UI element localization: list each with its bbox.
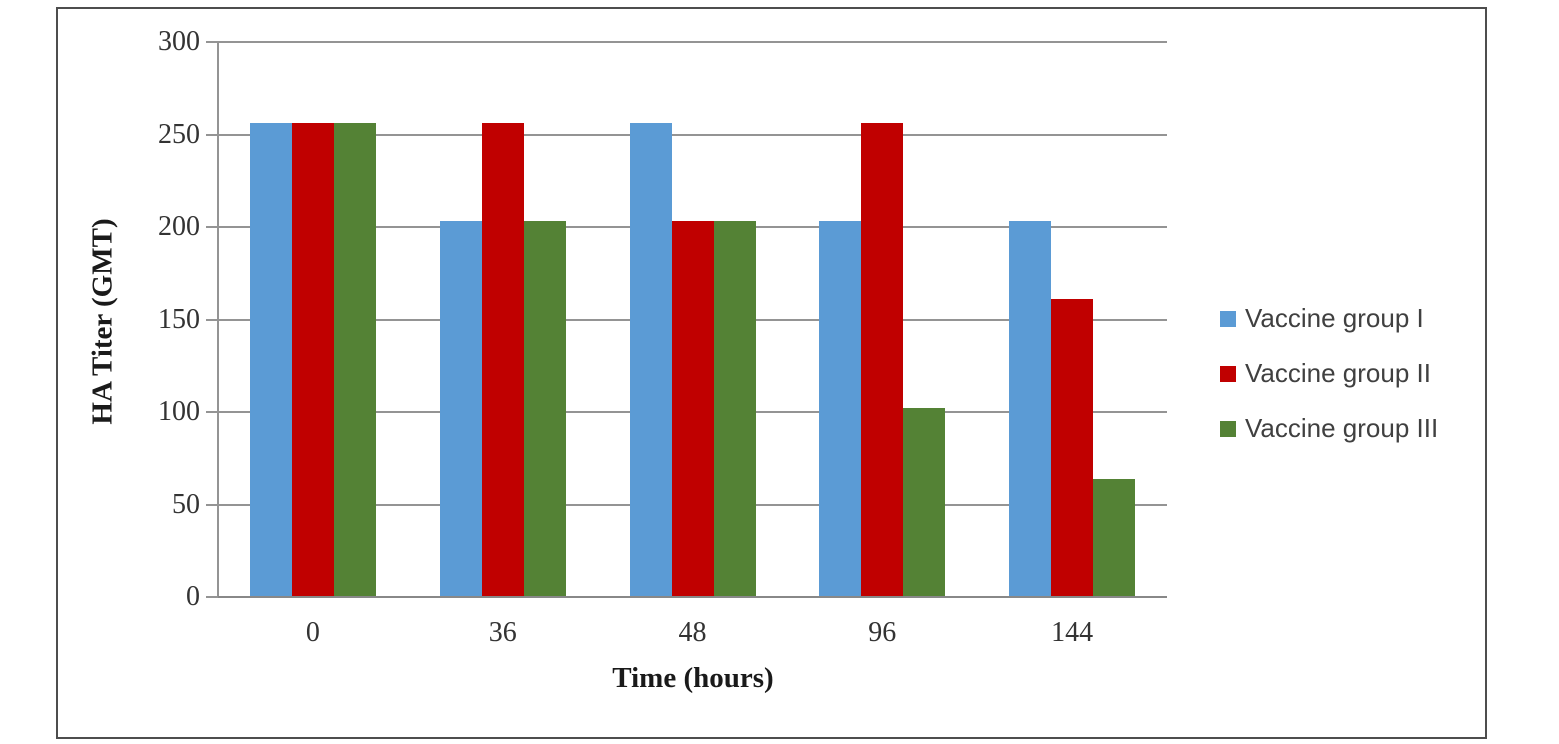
legend-item-3: Vaccine group III [1220,413,1438,443]
legend-item-1: Vaccine group I [1220,303,1438,333]
x-axis-title: Time (hours) [612,662,774,694]
legend-item-2: Vaccine group II [1220,358,1438,388]
legend-swatch-icon [1220,310,1236,327]
bar-vaccine-group-iii-t96 [903,408,946,597]
bar-vaccine-group-i-t36 [439,221,482,597]
legend-label: Vaccine group II [1245,358,1431,388]
legend-label: Vaccine group III [1245,413,1439,443]
y-tick-label-250: 250 [158,118,200,150]
y-tick-mark-0 [206,596,218,598]
bar-vaccine-group-ii-t0 [292,123,334,597]
gridline-250 [218,133,1167,136]
y-tick-label-50: 50 [172,488,200,520]
bar-vaccine-group-iii-t36 [523,221,566,597]
bar-vaccine-group-iii-t0 [334,123,376,597]
bar-vaccine-group-ii-t96 [861,123,904,597]
gridline-300 [218,41,1167,43]
bar-vaccine-group-iii-t48 [713,221,756,597]
bar-vaccine-group-i-t144 [1009,221,1052,597]
legend-swatch-icon [1220,365,1236,382]
x-axis-line [218,596,1167,598]
bar-vaccine-group-i-t96 [819,221,862,597]
y-tick-mark-150 [206,318,218,321]
bar-vaccine-group-i-t48 [629,123,672,597]
y-tick-mark-300 [206,41,218,43]
y-axis-line [217,42,219,598]
bar-vaccine-group-ii-t36 [481,123,524,597]
y-tick-mark-100 [206,411,218,413]
x-tick-label-36: 36 [488,617,517,648]
x-tick-label-48: 48 [678,617,707,648]
y-tick-mark-250 [206,133,218,136]
x-tick-label-144: 144 [1051,617,1094,648]
y-tick-mark-200 [206,226,218,228]
y-tick-label-150: 150 [158,303,200,335]
bar-vaccine-group-ii-t48 [671,221,714,597]
bar-vaccine-group-iii-t144 [1093,478,1136,597]
legend-label: Vaccine group I [1245,303,1424,333]
y-tick-label-300: 300 [158,26,200,57]
y-tick-label-200: 200 [158,211,200,242]
y-tick-label-100: 100 [158,396,200,427]
x-tick-label-0: 0 [305,617,320,648]
y-tick-mark-50 [206,503,218,506]
y-tick-label-0: 0 [186,581,200,612]
bar-vaccine-group-i-t0 [250,123,292,597]
x-tick-label-96: 96 [868,617,897,648]
legend-swatch-icon [1220,420,1236,437]
legend: Vaccine group I Vaccine group II Vaccine g… [1220,303,1438,468]
bar-vaccine-group-ii-t144 [1051,299,1094,597]
